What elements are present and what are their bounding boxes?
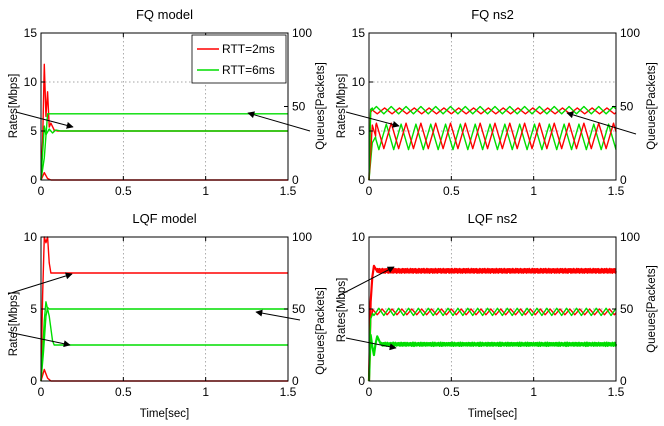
y-tick-label: 10 [352,75,366,89]
y-tick-label: 10 [24,75,38,89]
series-line-rtt-2ms-rate [367,264,617,382]
series-line-rtt-2ms-rate [368,122,617,181]
legend-box [191,34,287,84]
plot-title: FQ ns2 [471,7,514,22]
series-layer [367,264,618,382]
x-tick-label: 0.5 [115,385,132,399]
annotation-arrow [566,111,637,135]
y2-axis-label: Queues[Packets] [646,62,658,150]
y2-tick-label: 100 [292,26,312,40]
x-axis-label: Time[sec] [140,408,189,420]
y-tick-label: 10 [352,230,366,244]
y2-tick-label: 50 [292,100,306,114]
y-tick-label: 0 [30,173,37,187]
annotation-arrow [247,111,311,132]
y2-tick-label: 0 [292,173,299,187]
annotation-arrow [7,272,73,295]
series-line-rtt-6ms-rate [40,125,289,181]
annotation-arrow [345,111,400,128]
x-tick-label: 1.5 [280,385,297,399]
y2-tick-label: 0 [292,374,299,388]
series-line-rtt-6ms-queue [40,306,289,382]
y-tick-label: 0 [30,374,37,388]
x-tick-label: 1 [202,184,209,198]
legend-label-rtt-2ms: RTT=2ms [222,42,275,56]
y2-tick-label: 0 [620,173,627,187]
x-tick-label: 1.5 [280,184,297,198]
y2-tick-label: 100 [292,230,312,244]
y-tick-label: 15 [352,26,366,40]
y-tick-label: 15 [24,26,38,40]
x-tick-label: 0 [366,184,373,198]
annotation-arrow [255,309,301,321]
series-line-rtt-6ms-queue [368,307,617,382]
x-axis-label: Time[sec] [468,408,517,420]
y2-tick-label: 50 [620,302,634,316]
y-axis-label: Rates[Mbps] [336,74,348,139]
y-tick-label: 0 [358,374,365,388]
plot-title: LQF ns2 [468,211,518,226]
y2-tick-label: 0 [620,374,627,388]
y2-axis-label: Queues[Packets] [315,62,327,150]
x-tick-label: 1 [530,385,537,399]
x-tick-label: 0.5 [443,184,460,198]
x-tick-label: 0 [366,385,373,399]
y-tick-label: 5 [30,302,37,316]
x-tick-label: 1 [530,184,537,198]
x-tick-label: 1.5 [608,385,625,399]
series-layer [368,105,617,181]
x-tick-label: 0 [38,184,45,198]
x-tick-label: 0.5 [443,385,460,399]
y-axis-label: Rates[Mbps] [8,292,20,357]
y-tick-label: 5 [30,124,37,138]
y2-tick-label: 100 [620,230,640,244]
y-tick-label: 5 [358,124,365,138]
y2-tick-label: 50 [292,302,306,316]
annotation-arrow [345,337,397,351]
y2-axis-label: Queues[Packets] [646,265,658,353]
y2-tick-label: 100 [620,26,640,40]
x-tick-label: 0 [38,385,45,399]
y-tick-label: 0 [358,173,365,187]
series-line-rtt-6ms-rate [40,301,289,382]
plot-title: LQF model [132,211,196,226]
series-line-rtt-6ms-queue [368,105,617,181]
y-tick-label: 5 [358,302,365,316]
x-tick-label: 1.5 [608,184,625,198]
x-tick-label: 0.5 [115,184,132,198]
x-tick-label: 1 [202,385,209,399]
y-axis-label: Rates[Mbps] [8,74,20,139]
legend-label-rtt-6ms: RTT=6ms [222,63,275,77]
y-tick-label: 10 [24,230,38,244]
series-line-rtt-6ms-rate [367,333,618,382]
series-line-rtt-2ms-rate [40,236,289,382]
plot-area [369,33,616,180]
annotation-arrow [7,331,71,348]
plot-title: FQ model [136,7,193,22]
annotation-arrow [337,266,395,297]
y2-tick-label: 50 [620,100,634,114]
y2-axis-label: Queues[Packets] [315,287,327,375]
legend: RTT=2ms RTT=6ms [191,34,287,84]
annotation-arrow [15,111,74,129]
y-axis-label: Rates[Mbps] [336,278,348,343]
series-line-rtt-6ms-queue [40,113,289,181]
